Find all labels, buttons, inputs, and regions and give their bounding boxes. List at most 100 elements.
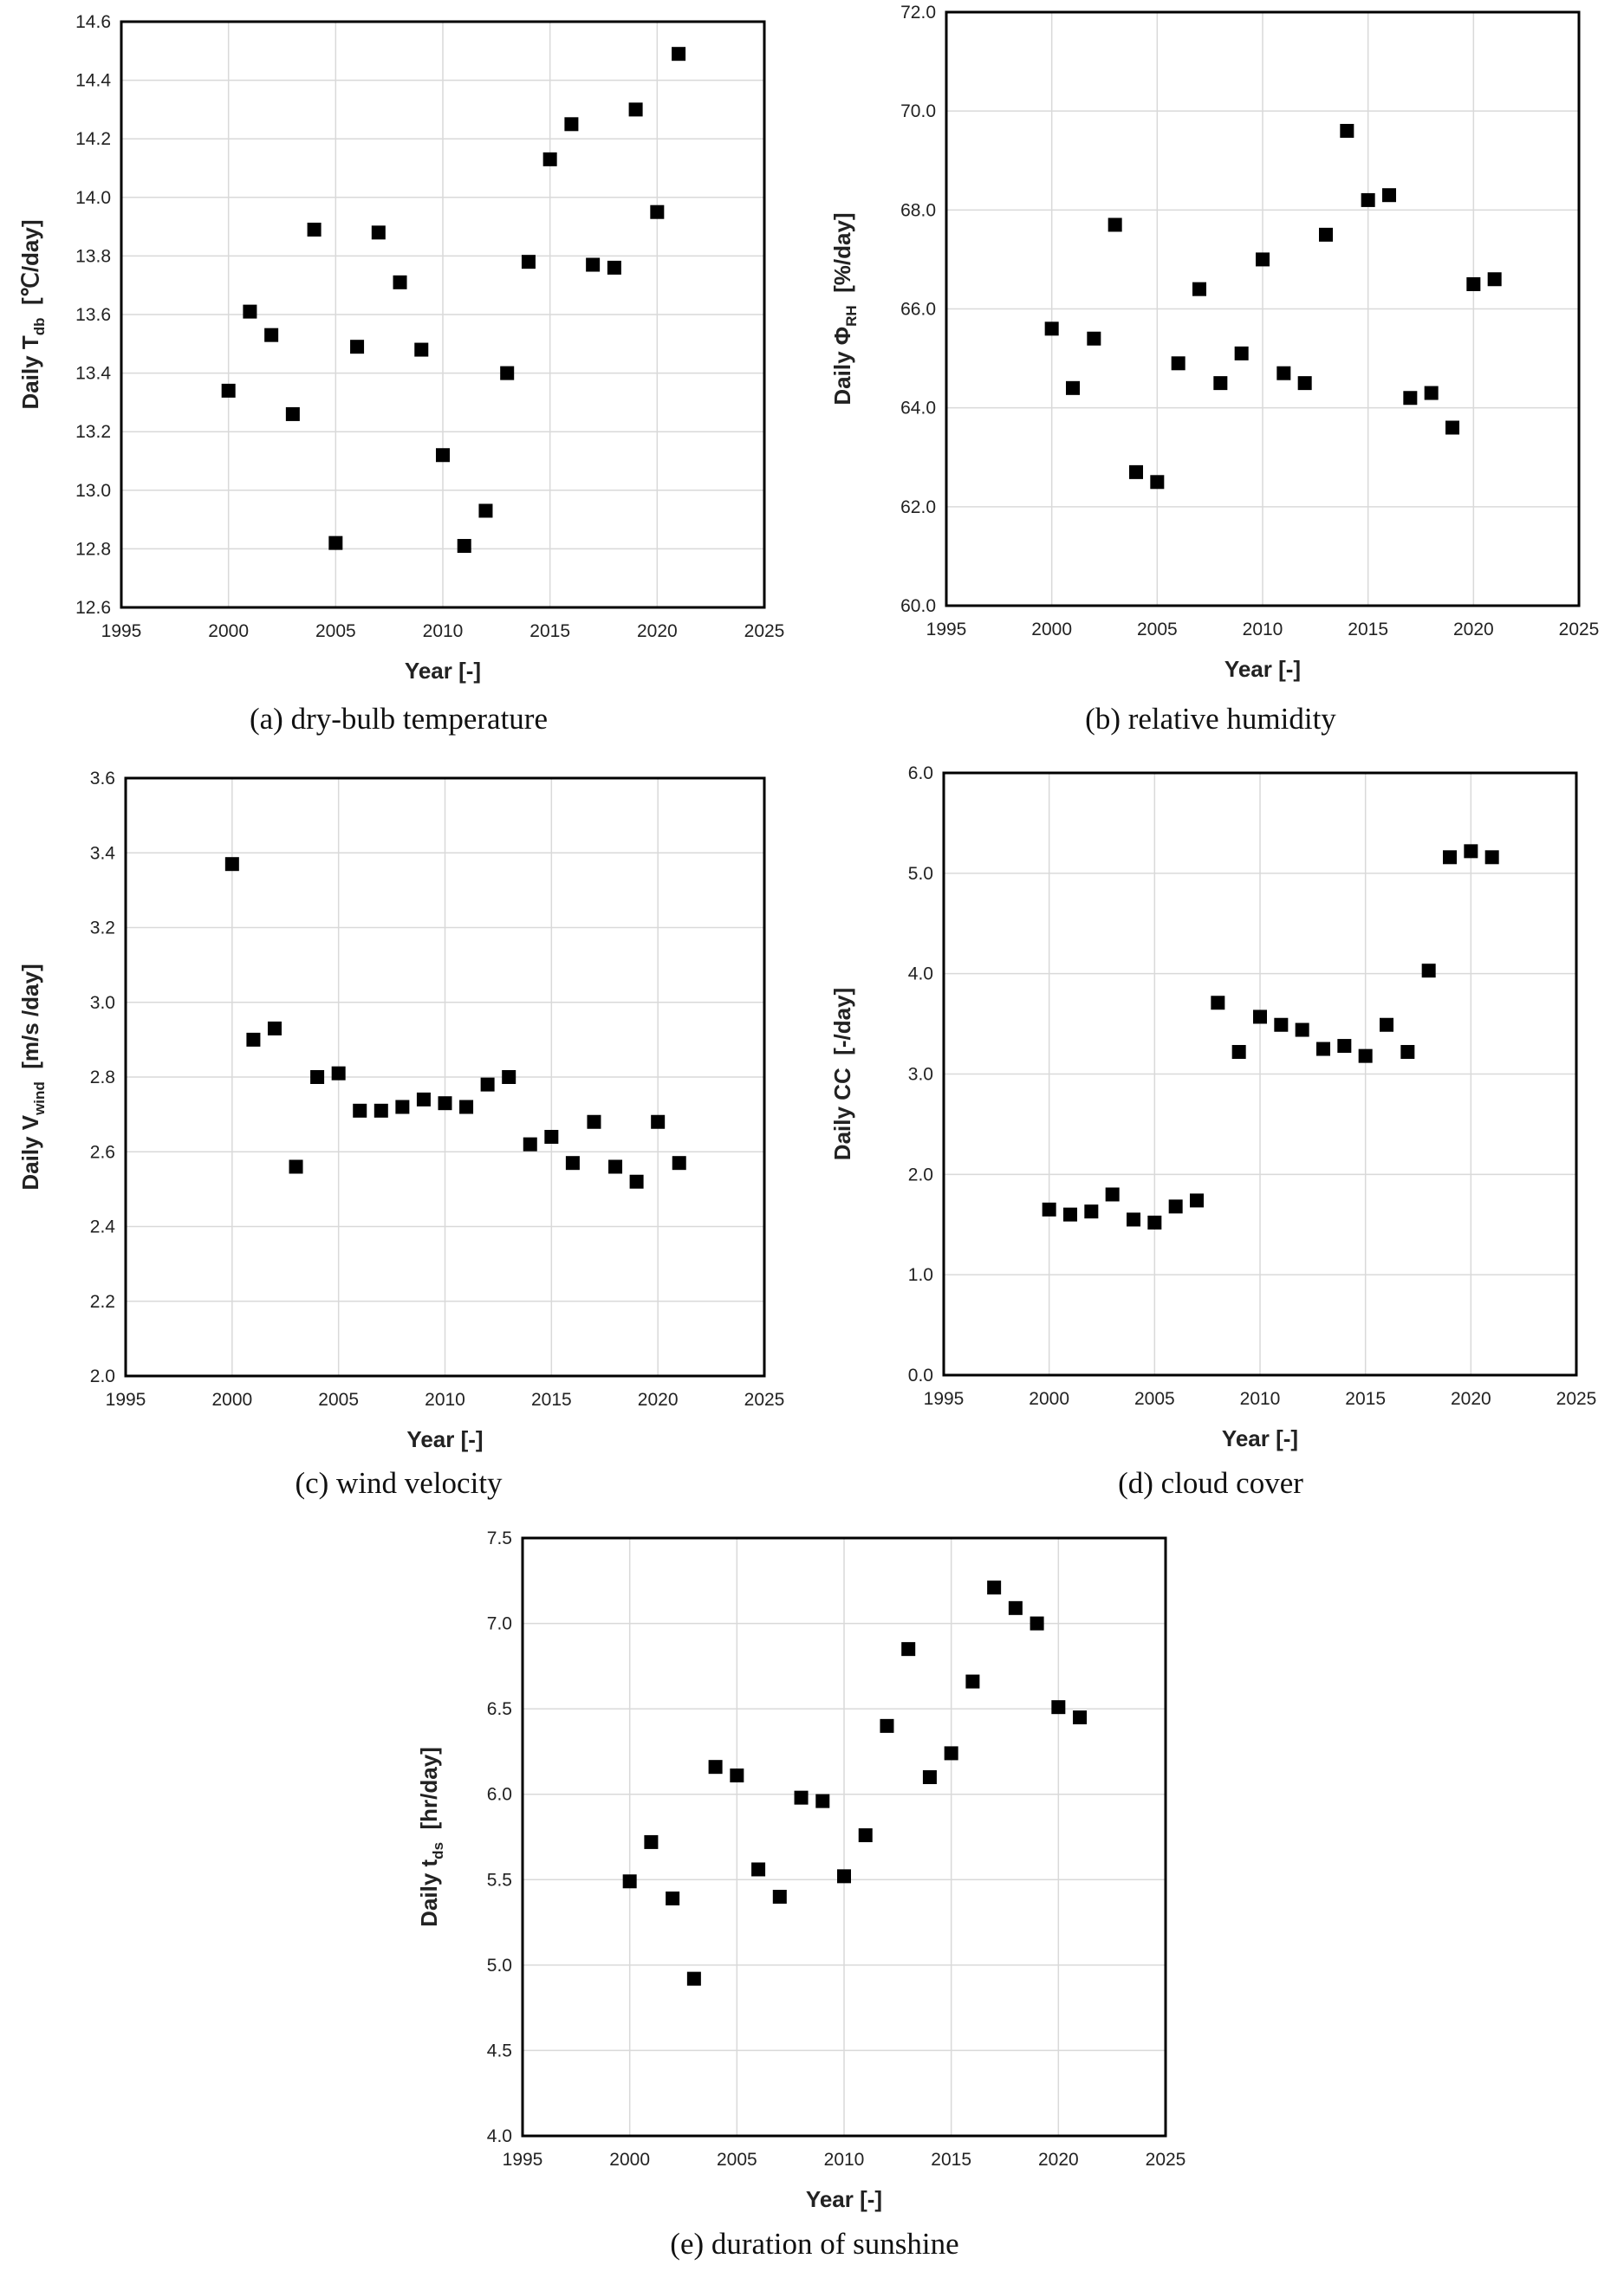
- data-point: [243, 304, 257, 319]
- data-point: [1108, 217, 1122, 232]
- x-tick-label: 2020: [1453, 620, 1494, 639]
- data-point: [542, 152, 557, 166]
- y-tick-label: 12.8: [75, 539, 111, 559]
- data-point: [459, 1100, 474, 1114]
- chart-e: 4.0 4.5 5.0 5.5 6.0 6.5 7.0 7.5 1995 2000 2005 2010…: [416, 1528, 1186, 2212]
- chart-panel-d: 0.0 1.0 2.0 3.0 4.0 5.0 6.0 1995 2000 2005 2010 201…: [812, 754, 1624, 1516]
- y-axis-title-main: Daily T: [17, 335, 43, 409]
- data-point: [1051, 1700, 1066, 1715]
- data-point: [1066, 380, 1080, 395]
- data-point: [1382, 188, 1396, 203]
- chart-a: 12.6 12.8 13.0 13.2 13.4 13.6 13.8 14.0 14.2 14.4…: [17, 12, 784, 684]
- data-point: [686, 1971, 701, 1986]
- data-point: [858, 1828, 873, 1843]
- y-tick-label: 62.0: [900, 497, 936, 517]
- y-axis-title: Daily CC [-/day]: [829, 988, 855, 1160]
- data-point: [353, 1103, 367, 1118]
- x-tick-label: 2005: [315, 621, 356, 641]
- data-point: [922, 1770, 937, 1784]
- x-tick-label: 2015: [1345, 1389, 1386, 1409]
- x-tick-label: 2025: [1559, 620, 1600, 639]
- x-tick-label: 1995: [924, 1389, 965, 1409]
- data-point: [1361, 192, 1375, 207]
- x-tick-label: 2000: [1029, 1389, 1069, 1409]
- x-tick-label: 2010: [1243, 620, 1283, 639]
- data-point: [772, 1890, 787, 1904]
- x-tick-label: 2015: [1348, 620, 1388, 639]
- y-axis-title-subscript: RH: [843, 305, 860, 327]
- x-axis-title: Year [-]: [406, 1426, 483, 1452]
- plot-frame: [521, 1536, 1167, 2138]
- y-axis-title-unit: [-/day]: [829, 988, 855, 1068]
- data-point: [502, 1070, 516, 1084]
- data-point: [328, 535, 343, 550]
- data-point: [1042, 1202, 1056, 1217]
- data-point: [1253, 1009, 1267, 1024]
- x-axis-title: Year [-]: [1222, 1425, 1298, 1451]
- data-point: [1127, 1212, 1140, 1227]
- x-tick-label: 2020: [1038, 2150, 1079, 2170]
- x-tick-label: 1995: [106, 1390, 146, 1410]
- x-tick-label: 2020: [638, 1390, 679, 1410]
- data-point: [1400, 1045, 1415, 1060]
- data-point: [500, 366, 515, 380]
- chart-b: 60.0 62.0 64.0 66.0 68.0 70.0 72.0 1995 2000 2005…: [829, 3, 1600, 682]
- data-point: [1171, 356, 1186, 371]
- x-tick-label: 2000: [208, 621, 249, 641]
- x-tick-label: 2020: [637, 621, 678, 641]
- y-axis-title: Daily tds [hr/day]: [416, 1747, 446, 1927]
- data-point: [1443, 850, 1457, 865]
- data-point: [1008, 1600, 1023, 1615]
- chart-panel-e: 4.0 4.5 5.0 5.5 6.0 6.5 7.0 7.5 1995 2000 2005 2010…: [399, 1516, 1225, 2278]
- data-point: [1084, 1204, 1099, 1219]
- y-tick-label: 4.0: [908, 964, 933, 984]
- data-point: [289, 1159, 303, 1174]
- data-point: [1337, 1039, 1352, 1054]
- x-tick-label: 2025: [744, 1390, 785, 1410]
- y-tick-label: 3.0: [90, 993, 115, 1013]
- data-point: [1213, 376, 1228, 391]
- data-point: [285, 406, 300, 421]
- data-point: [666, 1891, 680, 1905]
- caption-b: (b) relative humidity: [1085, 702, 1336, 736]
- data-point: [1073, 1710, 1088, 1724]
- x-tick-label: 2000: [609, 2150, 650, 2170]
- data-point: [393, 275, 407, 289]
- data-point: [1129, 464, 1143, 479]
- data-point: [1297, 376, 1312, 391]
- x-tick-label: 2005: [1137, 620, 1178, 639]
- x-tick-label: 2015: [931, 2150, 971, 2170]
- data-point: [586, 257, 601, 272]
- data-point: [1234, 346, 1249, 360]
- y-axis-title: Daily ΦRH [%/day]: [829, 212, 860, 405]
- data-point: [944, 1746, 958, 1761]
- data-point: [1445, 420, 1459, 435]
- y-axis-title-subscript: db: [31, 317, 48, 335]
- y-tick-label: 6.5: [487, 1699, 512, 1719]
- data-point: [1274, 1017, 1289, 1032]
- plot-frame: [120, 20, 766, 609]
- x-axis-title: Year [-]: [1224, 656, 1301, 682]
- y-axis-title-main: Daily Φ: [829, 327, 855, 406]
- y-tick-label: 5.0: [908, 864, 933, 884]
- data-point: [310, 1070, 325, 1084]
- plot-frame: [124, 776, 766, 1378]
- data-point: [1087, 331, 1101, 346]
- y-tick-label: 14.0: [75, 188, 111, 208]
- data-point: [1147, 1215, 1162, 1230]
- data-point: [1319, 227, 1333, 242]
- y-tick-label: 3.2: [90, 918, 115, 938]
- y-tick-label: 2.0: [90, 1366, 115, 1386]
- data-point: [1424, 386, 1439, 400]
- y-tick-label: 3.4: [90, 843, 116, 863]
- x-tick-label: 1995: [101, 621, 142, 641]
- y-tick-label: 64.0: [900, 399, 936, 419]
- x-tick-label: 2010: [1240, 1389, 1281, 1409]
- y-tick-label: 2.8: [90, 1068, 115, 1087]
- data-point: [523, 1137, 537, 1152]
- y-axis-title-main: Daily t: [416, 1859, 442, 1926]
- x-tick-label: 2025: [1146, 2150, 1186, 2170]
- x-tick-label: 2000: [211, 1390, 252, 1410]
- y-tick-label: 14.4: [75, 71, 111, 91]
- data-point: [987, 1580, 1002, 1595]
